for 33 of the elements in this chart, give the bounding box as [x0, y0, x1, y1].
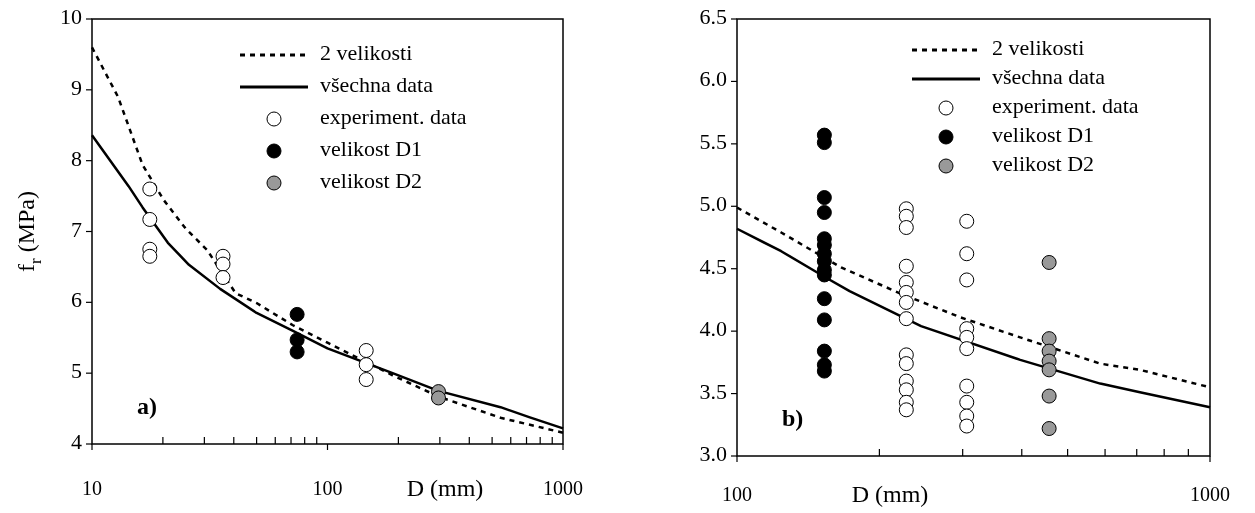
- y-tick-label: 6.5: [699, 4, 727, 30]
- x-axis-title: D (mm): [851, 480, 929, 507]
- y-tick-label: 5.5: [699, 128, 727, 154]
- x-tick-label: 100: [312, 476, 343, 499]
- x-tick-label: 1000: [1190, 482, 1230, 505]
- legend-label: velikost D2: [992, 151, 1095, 177]
- legend-label: velikost D2: [320, 168, 423, 194]
- legend-label: všechna data: [320, 72, 434, 98]
- y-tick-label: 7: [71, 216, 82, 242]
- x-tick-label: 1000: [543, 476, 583, 499]
- y-tick-label: 3.5: [699, 378, 727, 404]
- legend-label: všechna data: [992, 64, 1106, 90]
- y-tick-label: 6.0: [699, 66, 727, 92]
- y-tick-label: 8: [71, 145, 82, 171]
- x-tick-label: 100: [722, 482, 752, 505]
- y-tick-label: 5.0: [699, 191, 727, 217]
- y-tick-label: 4.0: [699, 316, 727, 342]
- y-tick-label: 10: [60, 4, 82, 30]
- annotation: b): [782, 405, 804, 431]
- y-tick-label: 4: [71, 429, 82, 455]
- y-tick-label: 3.0: [699, 441, 727, 467]
- annotation: a): [137, 393, 157, 419]
- legend-label: 2 velikosti: [992, 35, 1085, 61]
- legend-label: experiment. data: [320, 104, 467, 130]
- legend-label: velikost D1: [320, 136, 423, 162]
- legend-label: experiment. data: [992, 93, 1139, 119]
- y-tick-label: 9: [71, 74, 82, 100]
- legend-label: 2 velikosti: [320, 40, 413, 66]
- legend-label: velikost D1: [992, 122, 1095, 148]
- x-axis-title: D (mm): [406, 474, 484, 501]
- y-tick-label: 4.5: [699, 253, 727, 279]
- y-tick-label: 5: [71, 358, 82, 384]
- y-tick-label: 6: [71, 287, 82, 313]
